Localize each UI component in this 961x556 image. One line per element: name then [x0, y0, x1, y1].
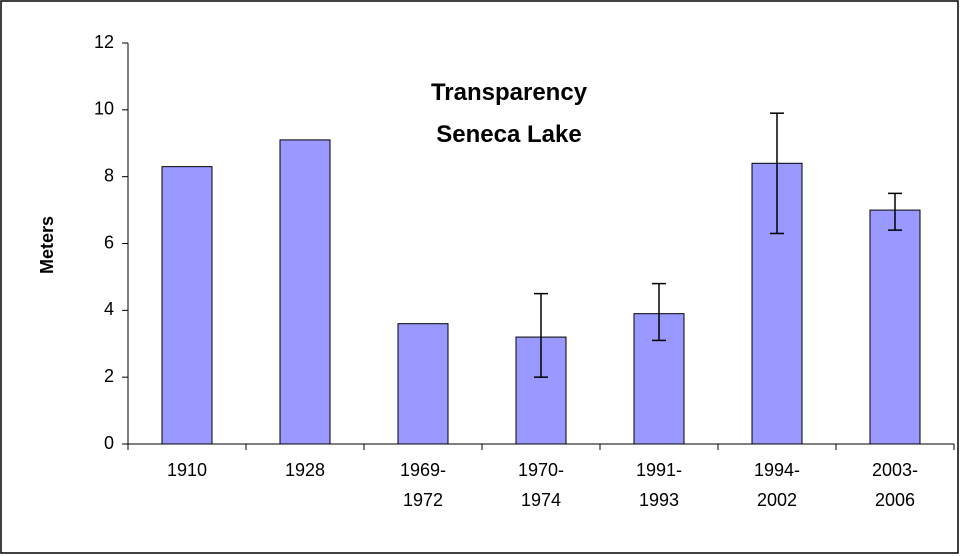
y-tick-label: 10	[94, 99, 114, 119]
x-tick-label: 1928	[284, 460, 326, 480]
y-tick-label: 8	[104, 165, 114, 185]
chart-title: Transparency Seneca Lake	[430, 79, 588, 148]
y-axis-label: Meters	[37, 216, 57, 274]
y-tick-label: 0	[104, 433, 114, 453]
y-tick-label: 2	[104, 366, 114, 386]
x-tick-label: 1969- 1972	[399, 460, 447, 510]
bar	[279, 139, 331, 445]
y-tick-label: 12	[94, 32, 114, 52]
x-tick-label: 2003- 2006	[871, 460, 919, 510]
bar	[397, 323, 449, 445]
x-tick-label: 1994- 2002	[753, 460, 801, 510]
x-tick-label: 1970- 1974	[517, 460, 565, 510]
bar	[161, 166, 213, 445]
bar	[869, 209, 921, 445]
y-tick-label: 6	[104, 232, 114, 252]
y-tick-label: 4	[104, 299, 114, 319]
x-tick-label: 1991- 1993	[635, 460, 683, 510]
x-tick-label: 1910	[166, 460, 208, 480]
